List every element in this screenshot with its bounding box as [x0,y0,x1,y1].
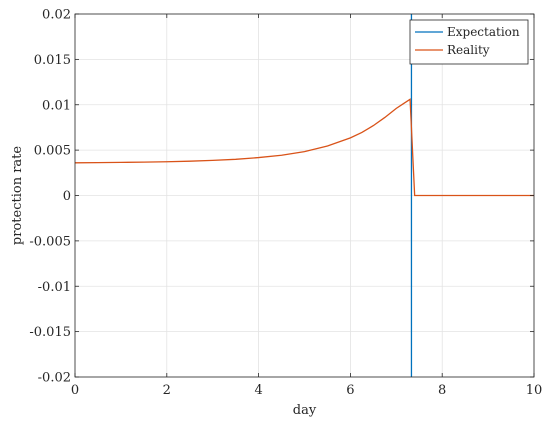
y-tick-label: -0.02 [38,371,71,386]
y-tick-label: 0.015 [34,53,71,68]
legend: Expectation Reality [409,19,529,65]
x-tick-label: 0 [71,383,79,398]
y-tick-label: 0.005 [34,144,71,159]
legend-box [409,19,529,65]
legend-label-reality: Reality [447,43,490,57]
y-axis-label: protection rate [10,146,25,245]
legend-label-expectation: Expectation [447,25,520,39]
x-tick-label: 8 [438,383,446,398]
axis-labels: day protection rate [10,146,317,418]
plot-series [74,14,534,377]
x-axis-label: day [293,403,317,418]
x-tick-label: 6 [346,383,354,398]
y-tick-label: -0.015 [29,325,71,340]
y-tick-label: 0.01 [42,98,71,113]
y-tick-label: -0.01 [38,280,71,295]
x-tick-label: 4 [254,383,262,398]
series-line-reality [74,98,534,197]
y-tick-label: 0 [63,189,71,204]
x-tick-label: 10 [526,383,543,398]
x-tick-label: 2 [163,383,171,398]
ticks: 0 2 4 6 8 10 -0.02 -0.015 -0.01 -0.005 0 0.005 0.01 0… [29,8,542,399]
y-tick-label: 0.02 [42,8,71,23]
y-tick-label: -0.005 [29,234,71,249]
